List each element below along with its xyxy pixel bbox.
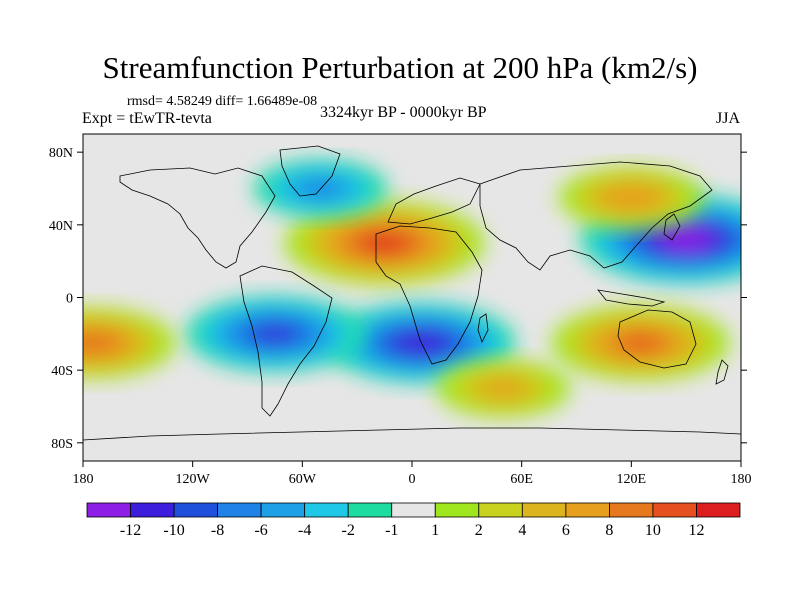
x-tick-label: 120E [617, 472, 647, 487]
field-feature [558, 166, 704, 229]
season-label: JJA [716, 110, 741, 127]
contour-band [672, 233, 700, 245]
y-tick-label: 40N [49, 219, 73, 234]
colorbar-swatch [173, 502, 219, 518]
colorbar-label: 10 [645, 522, 661, 539]
colorbar-swatch [347, 502, 393, 518]
field-feature [551, 304, 730, 381]
colorbar-label: 12 [688, 522, 704, 539]
colorbar-swatch [609, 502, 654, 518]
contour-band [370, 236, 399, 250]
colorbar-swatch [696, 502, 741, 518]
colorbar-label: -6 [254, 522, 267, 539]
colorbar-label: -8 [211, 522, 224, 539]
colorbar-swatch [86, 502, 131, 518]
field-feature [185, 295, 364, 372]
colorbar-swatch [391, 502, 436, 518]
y-tick-label: 80N [49, 146, 73, 161]
colorbar-label: -10 [163, 522, 184, 539]
colorbar-label: 6 [562, 522, 570, 539]
y-tick-label: 0 [66, 292, 73, 307]
stats-label: rmsd= 4.58249 diff= 1.66489e-08 [127, 94, 318, 109]
colorbar-swatch [478, 502, 523, 518]
colorbar-label: -4 [298, 522, 311, 539]
x-tick-label: 180 [73, 472, 94, 487]
field-feature [284, 200, 485, 286]
period-label: 3324kyr BP - 0000kyr BP [320, 104, 487, 121]
colorbar-swatch [434, 502, 480, 518]
y-tick-label: 80S [51, 437, 73, 452]
colorbar-swatch [521, 502, 567, 518]
map-area [83, 134, 741, 461]
experiment-label: Expt = tEwTR-tevta [82, 110, 212, 127]
contour-band [260, 327, 290, 341]
colorbar-swatch [652, 502, 697, 518]
y-axis: 80N 40N 0 40S 80S [49, 146, 747, 452]
contour-band [486, 381, 521, 396]
x-tick-label: 60W [289, 472, 317, 487]
x-tick-label: 180 [731, 472, 752, 487]
colorbar-swatch [304, 502, 349, 518]
colorbar-swatch [217, 502, 262, 518]
colorbar-label: 2 [475, 522, 483, 539]
colorbar-swatch [565, 502, 610, 518]
colorbar-label: 8 [605, 522, 613, 539]
y-tick-label: 40S [51, 364, 73, 379]
contour-band [625, 336, 656, 350]
chart-title: Streamfunction Perturbation at 200 hPa (… [102, 50, 698, 85]
colorbar-swatch [130, 502, 175, 518]
colorbar-label: -1 [385, 522, 398, 539]
colorbar-label: -2 [342, 522, 355, 539]
field-feature [83, 307, 176, 379]
colorbar-swatch [260, 502, 306, 518]
x-axis: 180 120W 60W 0 60E 120E 180 [73, 461, 752, 487]
contour-band [83, 336, 107, 349]
colorbar-label: 1 [431, 522, 439, 539]
x-tick-label: 0 [409, 472, 416, 487]
colorbar: -12 -10 -8 -6 -4 -2 -1 1 2 4 6 8 10 12 [86, 502, 741, 539]
coastlines [83, 145, 741, 441]
x-tick-label: 60E [510, 472, 533, 487]
x-tick-label: 120W [176, 472, 211, 487]
contour-band [616, 191, 646, 204]
colorbar-label: 4 [518, 522, 526, 539]
colorbar-label: -12 [120, 522, 141, 539]
field-feature [436, 359, 571, 418]
